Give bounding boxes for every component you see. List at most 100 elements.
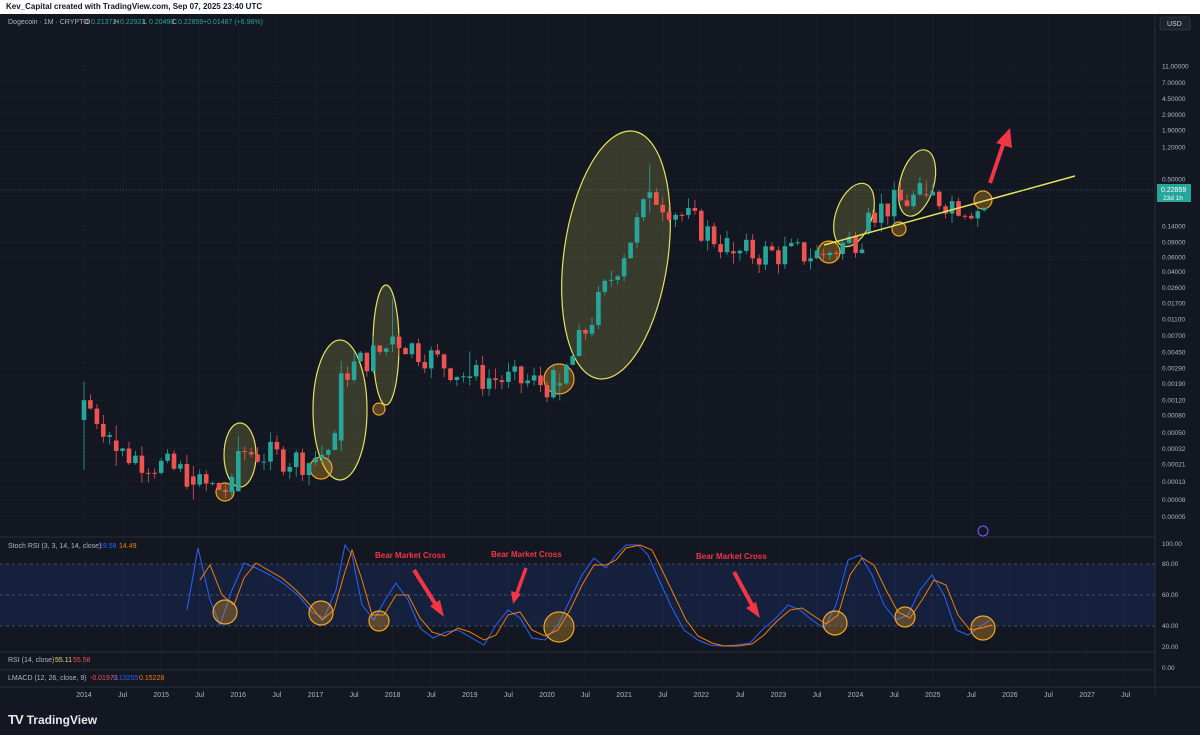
- candle-body: [152, 472, 157, 474]
- time-tick-label: Jul: [1044, 692, 1053, 699]
- ohlc-legend: O 0.21372 H 0.22923 L 0.20490 C 0.22859 …: [85, 19, 263, 26]
- candle-body: [274, 441, 280, 450]
- candle-body: [750, 239, 755, 259]
- candle-body: [165, 453, 170, 461]
- time-axis[interactable]: 2014 Jul 2015 Jul 2016 Jul 2017 Jul 2018 Jul 2019 J…: [76, 692, 1130, 699]
- candle-body: [306, 463, 312, 476]
- candle-body: [602, 280, 608, 292]
- currency-label: USD: [1167, 21, 1182, 28]
- candle-body: [692, 208, 698, 211]
- symbol-label: Dogecoin · 1M · CRYPTO: [8, 19, 89, 26]
- rsi-title: RSI (14, close): [8, 657, 54, 664]
- time-tick-label: 2015: [153, 692, 169, 699]
- rsi-legend: RSI (14, close) 55.11 55.58: [8, 657, 91, 664]
- candle-body: [885, 203, 891, 217]
- ohlc-change: +0.01487 (+6.96%): [203, 19, 263, 26]
- ohlc-close-label: C: [172, 19, 177, 26]
- candle-body: [576, 330, 582, 356]
- last-price-value: 0.22859: [1161, 187, 1186, 194]
- candle-body: [248, 452, 254, 455]
- time-tick-label: Jul: [272, 692, 281, 699]
- candle-body: [242, 451, 247, 453]
- candle-body: [538, 375, 543, 386]
- candle-body: [428, 350, 434, 369]
- candle-body: [756, 258, 762, 265]
- candle-body: [551, 370, 556, 398]
- time-tick-label: Jul: [350, 692, 359, 699]
- candles: [81, 164, 987, 500]
- candle-body: [390, 336, 395, 345]
- candle-body: [326, 450, 331, 455]
- stoch-circle-1: [212, 599, 238, 625]
- candle-body: [718, 244, 723, 253]
- time-tick-label: Jul: [890, 692, 899, 699]
- candle-body: [351, 361, 357, 380]
- bear-cross-annotations: Bear Market Cross Bear Market Cross Bear…: [375, 550, 767, 561]
- candle-body: [467, 376, 473, 378]
- time-tick-label: Jul: [581, 692, 590, 699]
- price-tick-label: 2.90000: [1162, 112, 1186, 119]
- candle-body: [621, 258, 627, 277]
- ohlc-high-label: H: [114, 19, 119, 26]
- support-trendline[interactable]: [823, 175, 1076, 246]
- candle-body: [178, 464, 183, 469]
- candle-body: [544, 385, 550, 398]
- candle-body: [589, 325, 595, 334]
- candle-body: [448, 368, 453, 380]
- candle-body: [583, 330, 588, 334]
- candle-body: [795, 242, 800, 244]
- candle-body: [660, 204, 665, 213]
- stoch-tick-label: 100.00: [1162, 541, 1182, 548]
- price-tick-label: 0.00021: [1162, 462, 1186, 469]
- candle-body: [969, 215, 974, 219]
- stoch-tick-label: 60.00: [1162, 592, 1179, 599]
- price-tick-label: 0.09000: [1162, 240, 1186, 247]
- candle-body: [673, 214, 678, 220]
- candle-body: [596, 291, 601, 325]
- ohlc-low: 0.20490: [149, 19, 174, 26]
- candle-body: [628, 242, 633, 259]
- tradingview-logo[interactable]: TV TradingView: [8, 712, 97, 727]
- candle-body: [101, 423, 106, 437]
- candle-body: [654, 192, 659, 205]
- candle-body: [834, 252, 839, 254]
- price-axis[interactable]: [1155, 14, 1200, 694]
- stoch-d: 14.49: [119, 543, 137, 550]
- price-chart[interactable]: Dogecoin · 1M · CRYPTO O 0.21372 H 0.229…: [0, 14, 1200, 705]
- zone-2018: [372, 284, 400, 406]
- candle-body: [313, 457, 318, 463]
- time-tick-label: 2018: [385, 692, 401, 699]
- candle-body: [763, 246, 768, 265]
- alert-icon[interactable]: [977, 525, 989, 537]
- time-tick-label: Jul: [735, 692, 744, 699]
- price-tick-label: 0.00290: [1162, 365, 1186, 372]
- candle-body: [191, 476, 196, 485]
- price-tick-label: 1.90000: [1162, 128, 1186, 135]
- time-tick-label: 2024: [848, 692, 864, 699]
- time-tick-label: 2027: [1079, 692, 1095, 699]
- tv-logo-icon: TV: [8, 712, 24, 727]
- candle-body: [454, 376, 460, 380]
- time-tick-label: 2022: [694, 692, 710, 699]
- time-tick-label: 2016: [231, 692, 247, 699]
- candle-body: [679, 214, 685, 216]
- time-tick-label: 2023: [771, 692, 787, 699]
- stoch-title: Stoch RSI (3, 3, 14, 14, close): [8, 543, 101, 550]
- stoch-axis-ticks: 100.00 80.00 60.00 40.00 20.00 0.00: [1162, 541, 1182, 672]
- candle-body: [203, 474, 209, 484]
- price-tick-label: 0.00050: [1162, 430, 1186, 437]
- candle-body: [139, 455, 145, 473]
- stoch-circle-4: [543, 611, 575, 643]
- candle-body: [377, 345, 383, 352]
- candle-body: [814, 250, 820, 259]
- candle-body: [557, 383, 563, 386]
- candle-body: [371, 345, 376, 372]
- price-tick-label: 0.00032: [1162, 446, 1186, 453]
- price-tick-label: 0.04000: [1162, 269, 1186, 276]
- currency-box[interactable]: [1159, 16, 1191, 31]
- stoch-k-line: [186, 543, 991, 647]
- candle-body: [268, 441, 273, 462]
- candle-body: [891, 189, 897, 217]
- price-tick-label: 0.00120: [1162, 398, 1186, 405]
- candle-body: [300, 452, 305, 475]
